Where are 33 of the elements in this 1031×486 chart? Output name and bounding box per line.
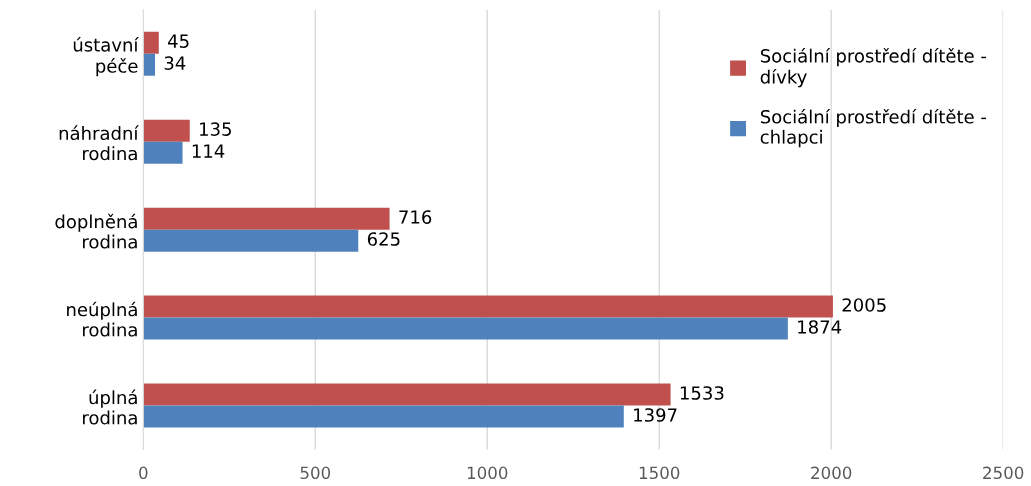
bar xyxy=(143,383,671,406)
x-tick-label: 1000 xyxy=(467,466,508,480)
data-label: 625 xyxy=(367,232,400,246)
x-tick-label: 2000 xyxy=(811,466,852,480)
x-tick-label: 1500 xyxy=(639,466,680,480)
y-tick-label: ústavní péče xyxy=(73,37,139,77)
bar xyxy=(143,141,183,164)
data-label: 114 xyxy=(192,144,225,158)
bar xyxy=(143,53,155,76)
legend-label: Sociální prostředí dítěte - dívky xyxy=(760,47,987,88)
bar xyxy=(143,317,788,340)
data-label: 34 xyxy=(164,56,186,70)
bar xyxy=(143,207,390,230)
bar xyxy=(143,229,359,252)
data-label: 716 xyxy=(399,210,432,224)
legend-label: Sociální prostředí dítěte - chlapci xyxy=(760,108,987,148)
bar xyxy=(143,31,159,54)
data-label: 2005 xyxy=(842,298,886,312)
bar xyxy=(143,295,833,318)
x-tick-label: 2500 xyxy=(983,466,1024,480)
bar xyxy=(143,119,190,142)
y-tick-label: náhradní rodina xyxy=(59,125,139,161)
y-tick-label: doplněná rodina xyxy=(55,213,137,249)
x-tick-label: 500 xyxy=(300,466,331,480)
data-label: 1397 xyxy=(634,408,677,422)
data-label: 1533 xyxy=(680,386,724,400)
data-label: 1874 xyxy=(798,320,842,334)
data-label: 45 xyxy=(168,34,189,48)
data-label: 135 xyxy=(200,122,231,136)
y-tick-label: úplná rodina xyxy=(83,389,137,425)
bar xyxy=(143,405,624,428)
x-tick-label: 0 xyxy=(139,466,148,480)
y-tick-label: neúplná rodina xyxy=(67,301,137,337)
